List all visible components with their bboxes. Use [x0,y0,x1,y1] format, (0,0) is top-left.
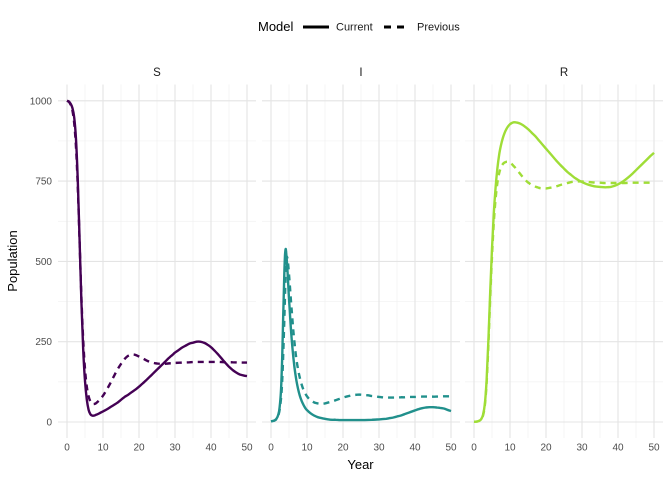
panel-r: R 0 10 20 30 40 50 [465,67,663,454]
x-tick-label: 10 [504,443,516,454]
x-tick-label: 50 [648,443,660,454]
x-tick-label: 40 [612,443,624,454]
x-tick-label: 20 [133,443,145,454]
y-tick-label: 500 [35,257,52,268]
x-tick-label: 20 [540,443,552,454]
x-tick-label: 30 [373,443,385,454]
facet-strip-label-i: I [359,67,362,79]
y-tick-label: 0 [46,418,52,429]
x-tick-label: 0 [268,443,274,454]
line-s-previous [66,99,247,406]
y-axis-title: Population [5,230,20,291]
legend-label-previous: Previous [417,22,460,34]
facet-strip-label-r: R [560,67,568,79]
facet-strip-label-s: S [153,67,161,79]
x-tick-label: 30 [576,443,588,454]
line-i-current [270,247,452,423]
x-tick-label: 0 [471,443,477,454]
x-tick-label: 40 [409,443,421,454]
line-i-previous [270,255,451,423]
x-tick-label: 20 [337,443,349,454]
x-tick-label: 50 [241,443,253,454]
x-tick-label: 30 [169,443,181,454]
y-tick-label: 750 [35,177,52,188]
panel-i: I 0 10 20 30 40 50 [262,67,460,454]
line-s-current [66,99,248,417]
x-axis-title: Year [347,457,374,472]
legend-label-current: Current [336,22,373,34]
legend-title: Model [258,19,294,34]
x-tick-label: 10 [97,443,109,454]
x-tick-label: 10 [301,443,313,454]
y-tick-label: 250 [35,337,52,348]
x-tick-label: 40 [205,443,217,454]
x-tick-label: 50 [445,443,457,454]
x-tick-label: 0 [64,443,70,454]
panel-s: S 0 10 20 30 40 50 [58,67,256,454]
y-tick-label: 1000 [30,96,53,107]
